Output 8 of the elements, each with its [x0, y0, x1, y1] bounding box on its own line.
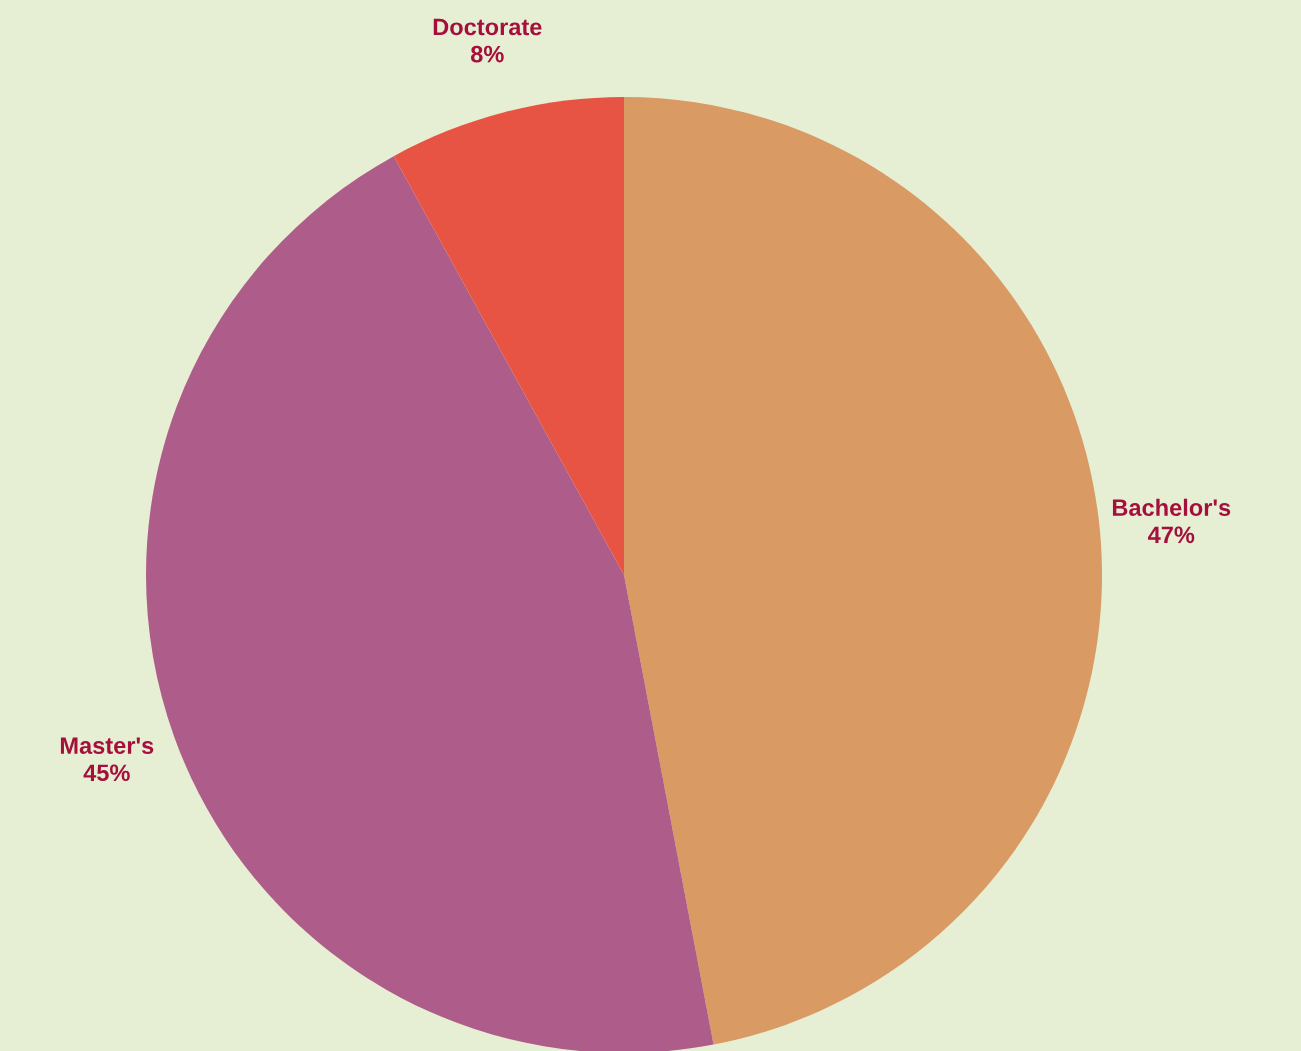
data-label: 47%	[1147, 526, 1195, 544]
slice-label: Doctorate	[433, 18, 542, 36]
pie-slice	[624, 97, 1102, 1045]
slice-label: Master's	[60, 737, 154, 754]
slice-label: Bachelor's	[1112, 498, 1231, 517]
pie-slice	[393, 97, 624, 575]
data-label: 8%	[470, 45, 504, 63]
data-label: 45%	[83, 764, 130, 782]
